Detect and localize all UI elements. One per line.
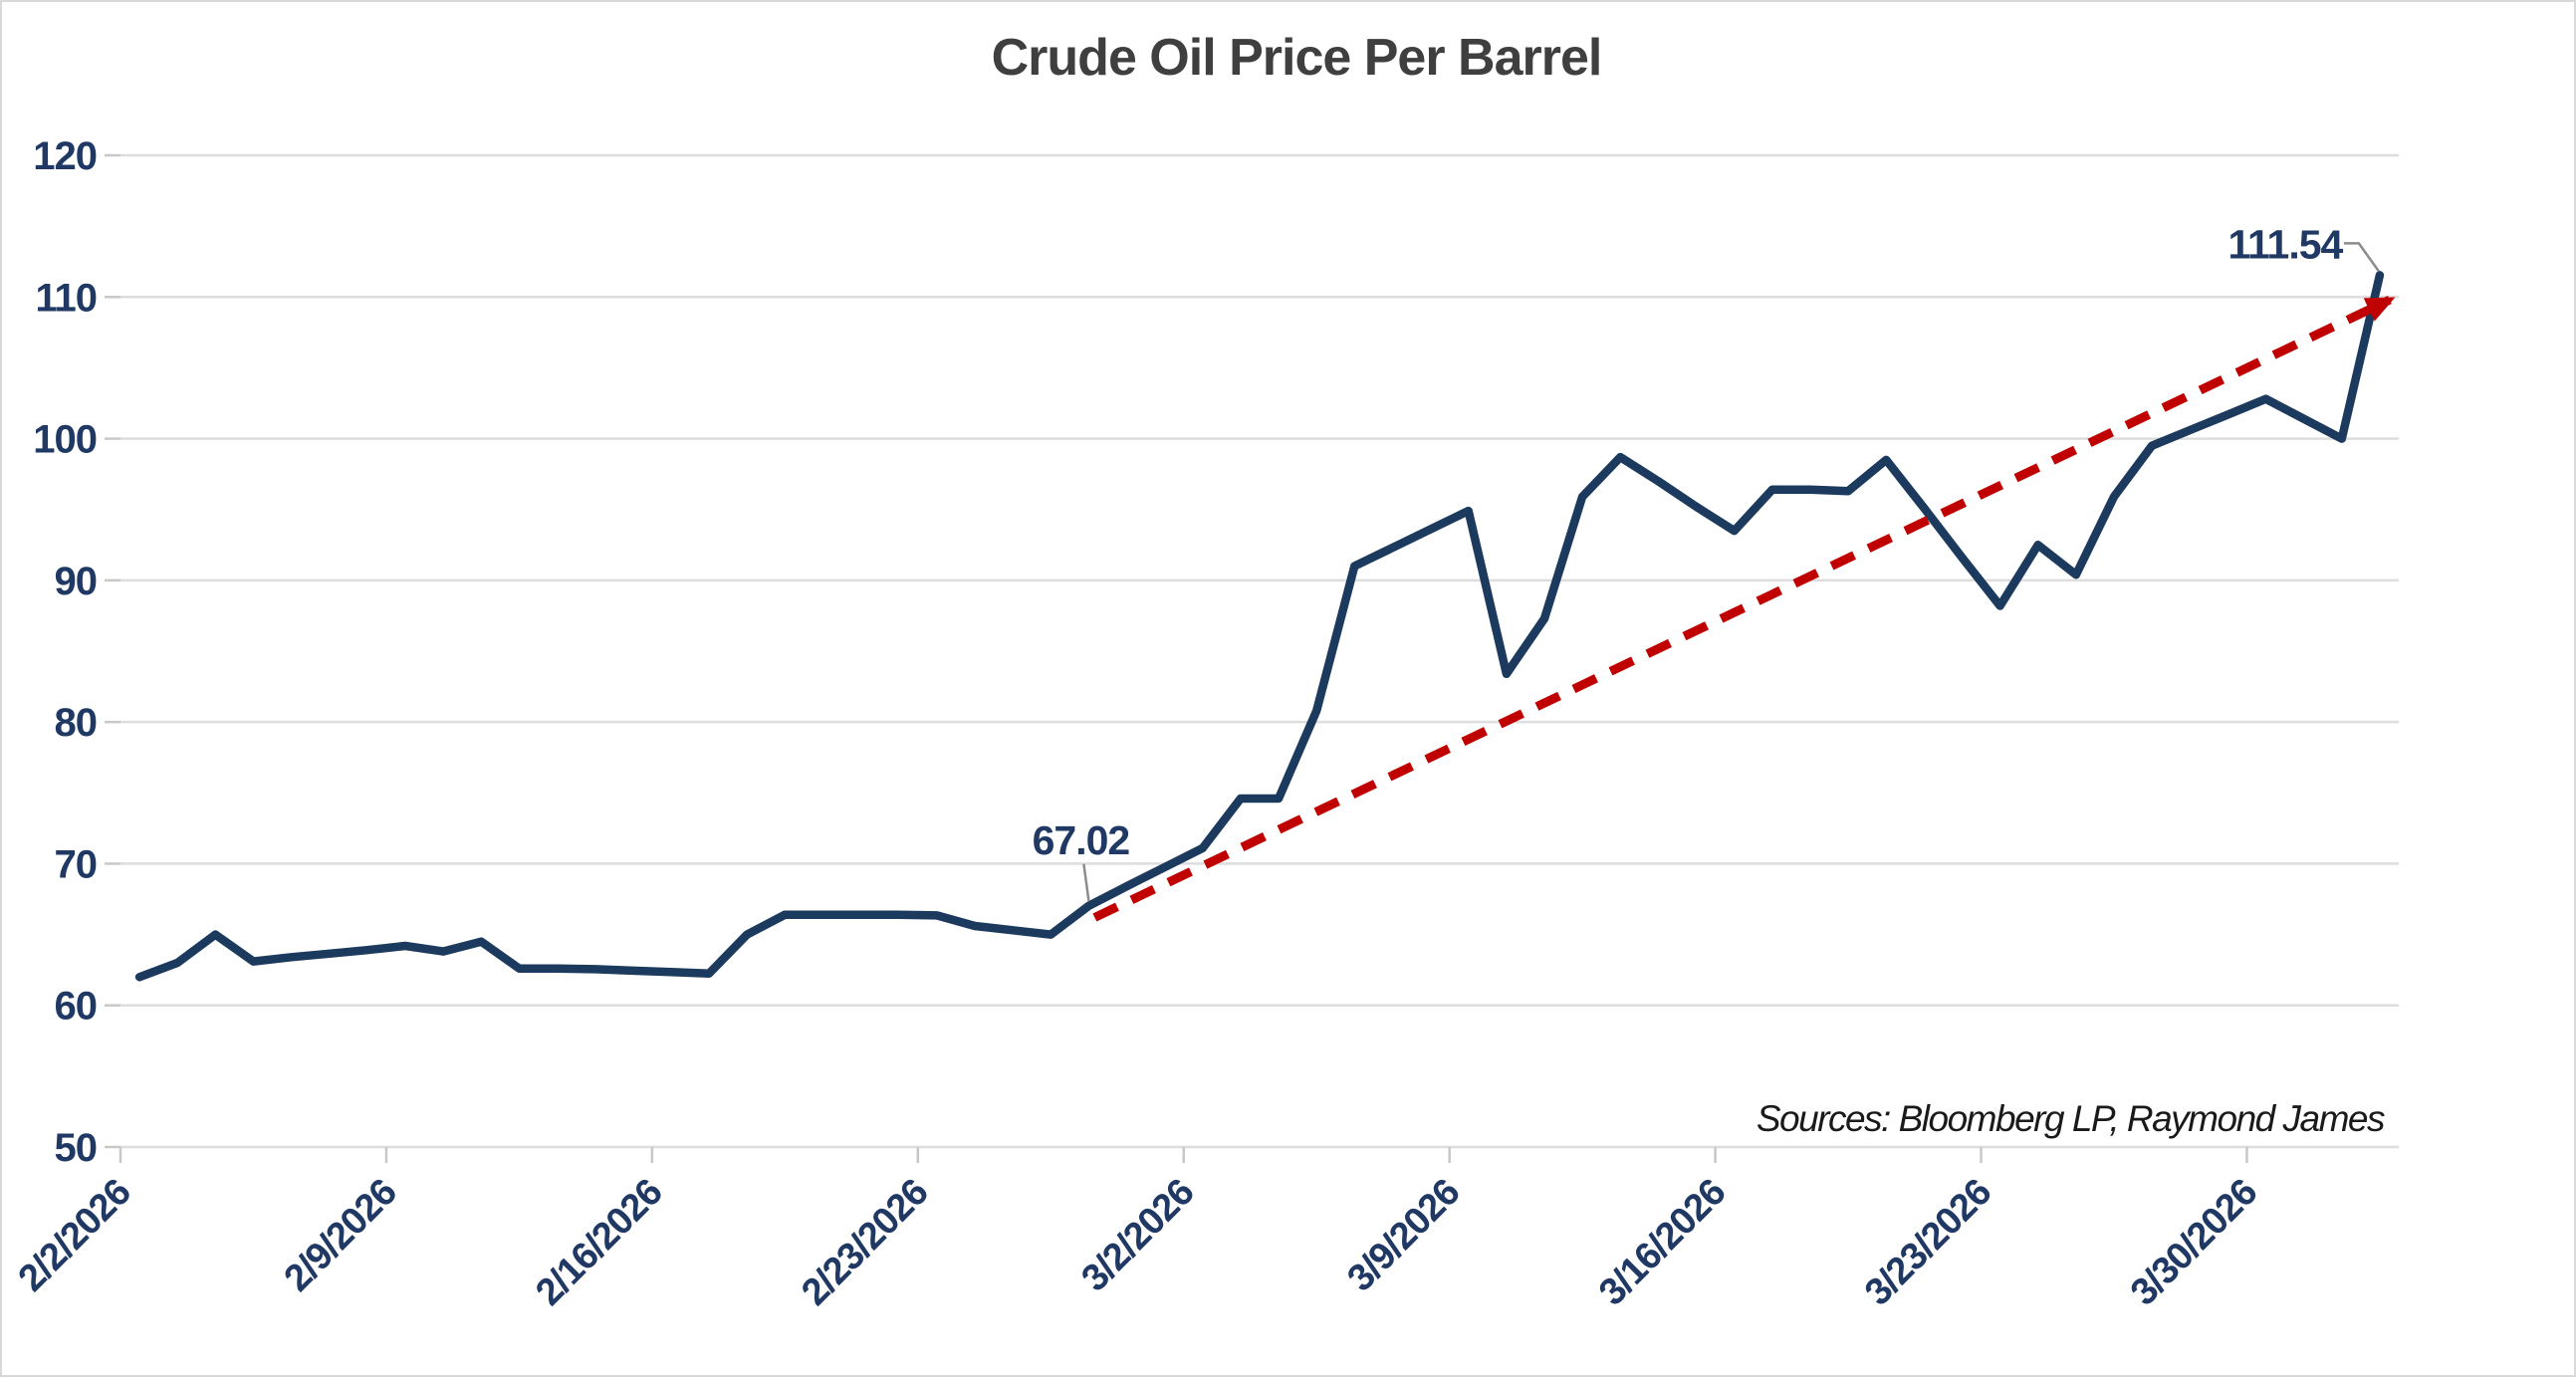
y-axis-label: 50	[55, 1126, 98, 1170]
annotation-67-02: 67.02	[1033, 817, 1130, 863]
x-axis-label: 2/16/2026	[528, 1172, 670, 1314]
x-axis-label: 3/16/2026	[1591, 1172, 1734, 1314]
x-axis-label: 3/30/2026	[2123, 1172, 2265, 1314]
y-axis-label: 110	[35, 276, 97, 320]
x-axis-label: 3/2/2026	[1073, 1172, 1202, 1300]
price-line-series	[134, 271, 2385, 982]
y-axis-labels: 120 110 100 90 80 70 60 50	[33, 134, 98, 1170]
annotation-111-54: 111.54	[2227, 221, 2343, 267]
y-axis-label: 70	[55, 842, 98, 886]
y-axis-label: 90	[55, 560, 98, 603]
x-axis-label: 2/9/2026	[277, 1172, 405, 1300]
chart-title: Crude Oil Price Per Barrel	[992, 29, 1602, 87]
x-axis: 2/2/2026 2/9/2026 2/16/2026 2/23/2026 3/2/20…	[11, 1147, 2265, 1314]
x-axis-label: 3/23/2026	[1857, 1172, 1999, 1314]
x-axis-label: 2/2/2026	[11, 1172, 139, 1300]
source-note: Sources: Bloomberg LP, Raymond James	[1756, 1098, 2385, 1139]
y-axis-label: 80	[55, 701, 98, 745]
callout-line-67	[1082, 863, 1090, 901]
trend-arrow-line	[1092, 296, 2396, 922]
callout-line-111	[2343, 242, 2380, 273]
y-gridlines	[105, 153, 2399, 1149]
x-axis-label: 3/9/2026	[1339, 1172, 1468, 1300]
y-axis-label: 100	[33, 418, 97, 462]
y-axis-label: 120	[33, 134, 97, 178]
y-axis-label: 60	[55, 985, 98, 1029]
x-axis-label: 2/23/2026	[794, 1172, 936, 1314]
